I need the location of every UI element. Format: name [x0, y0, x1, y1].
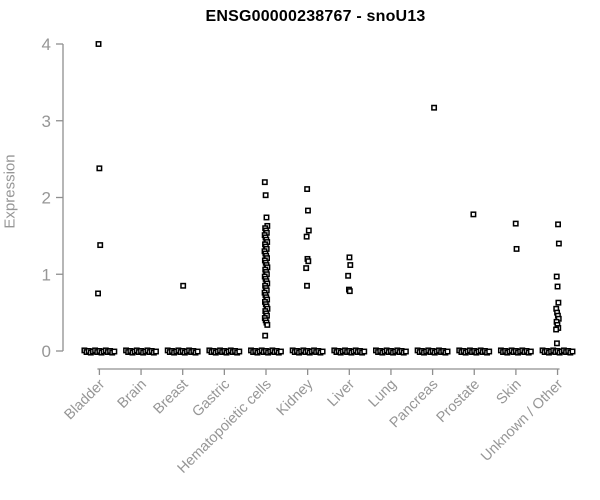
zero-cluster-point: [278, 348, 284, 355]
data-point-marker: [512, 220, 519, 227]
y-tick-label: 2: [42, 189, 51, 208]
y-tick-label: 4: [42, 35, 51, 54]
zero-cluster-point: [111, 348, 118, 355]
zero-cluster-point: [486, 348, 493, 355]
data-point-marker: [305, 258, 312, 265]
data-point-marker: [305, 207, 311, 214]
zero-cluster-point: [569, 348, 576, 355]
data-point-marker: [555, 299, 562, 306]
data-point-marker: [303, 265, 310, 272]
chart-title: ENSG00000238767 - snoU13: [205, 8, 426, 25]
y-tick-label: 3: [42, 112, 51, 131]
y-tick-label: 0: [42, 342, 51, 361]
zero-cluster-point: [236, 348, 243, 355]
data-point-marker: [304, 282, 310, 289]
data-point-marker: [180, 282, 187, 289]
x-category-label: Lung: [366, 377, 400, 411]
zero-cluster-point: [361, 348, 368, 355]
data-point-marker: [305, 227, 312, 234]
data-point-marker: [555, 240, 562, 247]
data-point-marker: [96, 165, 103, 172]
zero-cluster-point: [444, 348, 451, 355]
data-point-marker: [431, 104, 438, 111]
x-category-label: Liver: [325, 376, 359, 410]
data-point-marker: [555, 221, 561, 228]
data-point-marker: [554, 283, 561, 290]
x-category-label: Skin: [493, 377, 524, 408]
x-category-label: Prostate: [434, 377, 483, 426]
data-point-marker: [553, 273, 560, 280]
data-point-marker: [347, 262, 354, 268]
data-point-marker: [95, 41, 102, 47]
data-point-marker: [262, 192, 269, 199]
zero-cluster-point: [319, 348, 326, 355]
data-point-marker: [553, 326, 560, 333]
data-point-marker: [264, 321, 271, 328]
zero-cluster-point: [402, 348, 409, 355]
data-point-marker: [97, 242, 104, 249]
zero-cluster-point: [527, 348, 534, 355]
data-point-marker: [346, 288, 353, 295]
data-point-marker: [346, 254, 353, 261]
x-category-label: Kidney: [274, 376, 317, 419]
x-category-label: Breast: [151, 377, 192, 418]
data-point-marker: [261, 179, 268, 186]
zero-cluster-point: [194, 348, 201, 355]
data-point-marker: [345, 272, 352, 279]
data-point-marker: [513, 245, 520, 252]
data-point-marker: [95, 290, 101, 297]
x-category-label: Brain: [115, 377, 150, 412]
y-tick-label: 1: [42, 265, 51, 284]
data-point-marker: [263, 214, 270, 221]
data-point-marker: [303, 233, 310, 240]
data-point-marker: [262, 332, 269, 339]
data-point-marker: [304, 186, 311, 193]
x-category-label: Bladder: [62, 376, 109, 423]
data-point-marker: [470, 211, 477, 218]
zero-cluster-point: [153, 348, 159, 355]
data-point-marker: [553, 340, 560, 347]
